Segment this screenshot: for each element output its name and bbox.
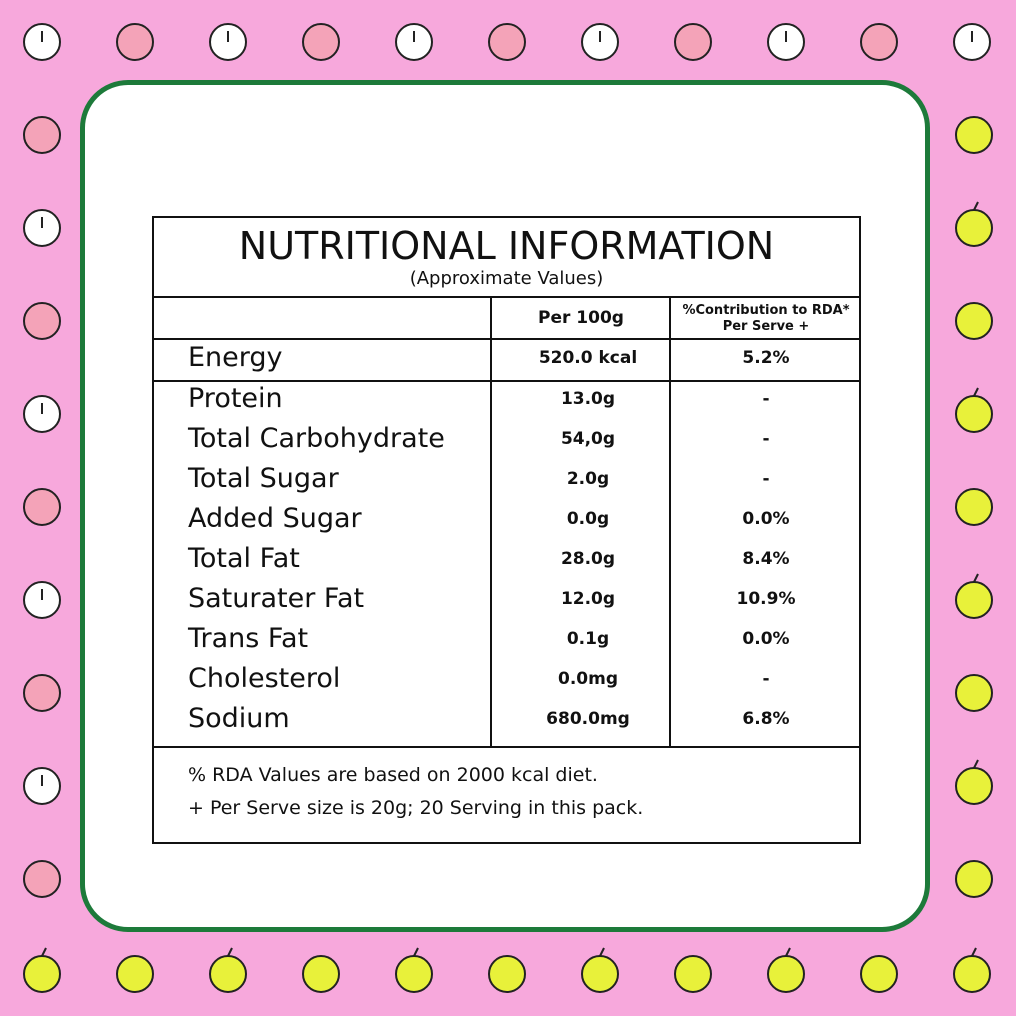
decor-icon [413,947,419,957]
decor-icon [674,23,712,61]
decor-icon [860,23,898,61]
decor-icon [116,23,154,61]
decor-icon [116,955,154,993]
row-label: Energy [188,342,283,373]
decor-icon [955,767,993,805]
per-100g: 0.1g [566,629,610,649]
rda-value: 0.0% [742,509,790,529]
decor-icon [955,674,993,712]
per-100g: 28.0g [560,549,616,569]
decor-icon [488,23,526,61]
rda-value: 10.9% [736,589,796,609]
decor-icon [971,947,977,957]
decor-icon [953,955,991,993]
row-label: Saturater Fat [188,583,365,614]
decor-icon [23,116,61,154]
decor-icon [955,116,993,154]
row-label: Total Sugar [188,463,339,494]
rda-value: 5.2% [742,348,790,368]
per-100g: 12.0g [560,589,616,609]
row-label: Total Carbohydrate [188,423,445,454]
decor-icon [599,947,605,957]
decor-icon [41,947,47,957]
decor-icon [23,302,61,340]
decor-icon [227,947,233,957]
decor-icon [23,674,61,712]
decor-icon [973,573,979,583]
decor-icon [973,759,979,769]
rule [154,296,859,298]
row-label: Added Sugar [188,503,362,534]
rda-value: 0.0% [742,629,790,649]
decor-icon [973,387,979,397]
decor-icon [973,201,979,211]
decor-icon [581,955,619,993]
decor-icon [23,955,61,993]
decor-icon [209,955,247,993]
rda-value: - [762,389,770,409]
header: %Contribution to RDA* Per Serve + [682,303,850,334]
per-100g: 0.0g [566,509,610,529]
decor-icon [860,955,898,993]
footnote: % RDA Values are based on 2000 kcal diet… [188,764,598,786]
rule [154,338,859,340]
decor-icon [955,395,993,433]
decor-icon [488,955,526,993]
decor-icon [955,860,993,898]
row-label: Cholesterol [188,663,341,694]
decor-icon [955,488,993,526]
rda-value: - [762,469,770,489]
decor-icon [767,955,805,993]
per-100g: 520.0 kcal [538,348,638,368]
footnote: + Per Serve size is 20g; 20 Serving in t… [188,797,644,819]
rda-value: 6.8% [742,709,790,729]
row-label: Protein [188,383,283,414]
per-100g: 0.0mg [558,669,618,689]
rda-value: - [762,669,770,689]
decor-icon [302,23,340,61]
header: Per 100g [538,308,624,328]
per-100g: 54,0g [560,429,616,449]
subtitle: (Approximate Values) [409,268,604,289]
per-100g: 13.0g [560,389,616,409]
decor-icon [674,955,712,993]
row-label: Trans Fat [188,623,309,654]
rule [154,746,859,748]
decor-icon [955,581,993,619]
rda-value: - [762,429,770,449]
decor-icon [23,860,61,898]
per-100g: 2.0g [566,469,610,489]
rule [154,380,859,382]
decor-icon [395,955,433,993]
decor-icon [955,302,993,340]
decor-icon [785,947,791,957]
row-label: Total Fat [188,543,300,574]
rule [490,296,492,746]
title: NUTRITIONAL INFORMATION [238,224,775,268]
rule [669,296,671,746]
panel [80,80,930,932]
decor-icon [302,955,340,993]
per-100g: 680.0mg [546,709,630,729]
nutrition-table: NUTRITIONAL INFORMATION (Approximate Val… [152,216,861,844]
decor-icon [955,209,993,247]
rda-value: 8.4% [742,549,790,569]
row-label: Sodium [188,703,290,734]
decor-icon [23,488,61,526]
